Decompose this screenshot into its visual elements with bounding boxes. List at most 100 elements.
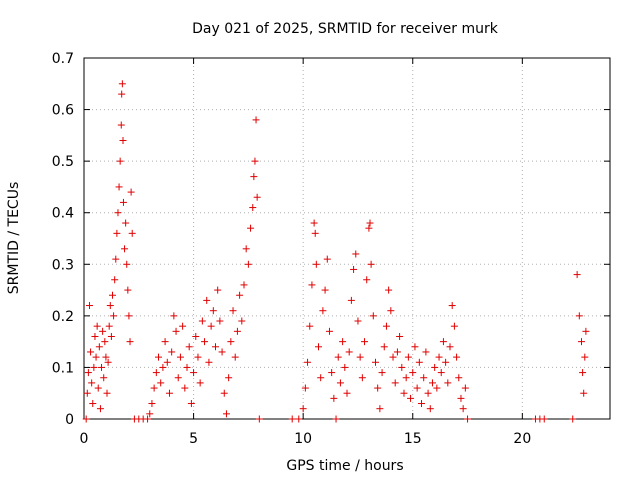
data-point (411, 343, 419, 351)
data-point (393, 348, 401, 356)
data-point (446, 343, 454, 351)
data-point (121, 245, 129, 253)
data-point (448, 302, 456, 310)
data-point (190, 369, 198, 377)
data-point (579, 369, 587, 377)
data-point (161, 338, 169, 346)
data-point (376, 405, 384, 413)
data-point (391, 379, 399, 387)
data-point (295, 415, 303, 423)
data-point (100, 374, 108, 382)
data-point (222, 410, 230, 418)
data-point (99, 327, 107, 335)
data-point (108, 291, 116, 299)
data-point (575, 312, 583, 320)
data-point (581, 353, 589, 361)
data-point (122, 219, 130, 227)
data-point (361, 338, 369, 346)
y-tick-label: 0.2 (52, 309, 74, 325)
data-point (310, 219, 318, 227)
data-point (578, 338, 586, 346)
data-point (249, 204, 257, 212)
data-point (116, 157, 124, 165)
data-point (247, 224, 255, 232)
data-point (315, 343, 323, 351)
data-point (459, 405, 467, 413)
data-point (332, 415, 340, 423)
data-point (225, 374, 233, 382)
data-point (111, 276, 119, 284)
data-point (455, 374, 463, 382)
data-point (299, 405, 307, 413)
data-point (387, 307, 395, 315)
data-point (165, 389, 173, 397)
data-point (251, 157, 259, 165)
data-point (88, 379, 96, 387)
data-point (367, 260, 375, 268)
y-tick-label: 0.7 (52, 51, 74, 67)
data-point (363, 276, 371, 284)
data-point (426, 405, 434, 413)
data-point (428, 379, 436, 387)
x-tick-label: 15 (404, 431, 422, 447)
data-point (431, 363, 439, 371)
data-point (107, 332, 115, 340)
data-point (102, 353, 110, 361)
data-point (255, 415, 263, 423)
data-point (356, 353, 364, 361)
data-point (185, 343, 193, 351)
data-point (94, 384, 102, 392)
data-point (350, 265, 358, 273)
x-axis-label: GPS time / hours (286, 458, 403, 474)
data-point (236, 291, 244, 299)
data-point (114, 209, 122, 217)
data-point (117, 121, 125, 129)
data-point (366, 219, 374, 227)
data-point (358, 374, 366, 382)
data-point (207, 322, 215, 330)
data-point (389, 353, 397, 361)
x-tick-label: 5 (189, 431, 198, 447)
data-point (150, 384, 158, 392)
data-point (400, 389, 408, 397)
data-point (442, 358, 450, 366)
tick-labels: 0 0.1 0.2 0.3 0.4 0.5 0.6 0.7 0 5 10 15 20 (52, 51, 532, 447)
y-tick-label: 0.5 (52, 154, 74, 170)
data-point (198, 317, 206, 325)
data-point (398, 363, 406, 371)
data-point (339, 338, 347, 346)
data-point (242, 245, 250, 253)
data-point (96, 405, 104, 413)
data-point (444, 379, 452, 387)
y-tick-label: 0.3 (52, 257, 74, 273)
data-point (176, 353, 184, 361)
data-point (415, 358, 423, 366)
data-point (301, 384, 309, 392)
data-point (308, 281, 316, 289)
y-tick-label: 0.6 (52, 103, 74, 119)
data-point (113, 229, 121, 237)
data-point (119, 137, 127, 145)
data-point (84, 369, 92, 377)
data-point (233, 327, 241, 335)
data-point (464, 415, 472, 423)
data-point (240, 281, 248, 289)
data-point (205, 358, 213, 366)
data-point (382, 322, 390, 330)
data-point (201, 338, 209, 346)
data-point (404, 353, 412, 361)
data-point (89, 400, 97, 408)
grid (84, 58, 610, 419)
data-point (91, 332, 99, 340)
data-point (152, 369, 160, 377)
data-point (244, 260, 252, 268)
data-point (374, 384, 382, 392)
data-point (157, 379, 165, 387)
data-point (103, 389, 111, 397)
data-point (317, 374, 325, 382)
data-point (98, 363, 106, 371)
data-point (127, 188, 135, 196)
data-point (92, 353, 100, 361)
x-tick-label: 10 (294, 431, 312, 447)
data-point (144, 415, 152, 423)
